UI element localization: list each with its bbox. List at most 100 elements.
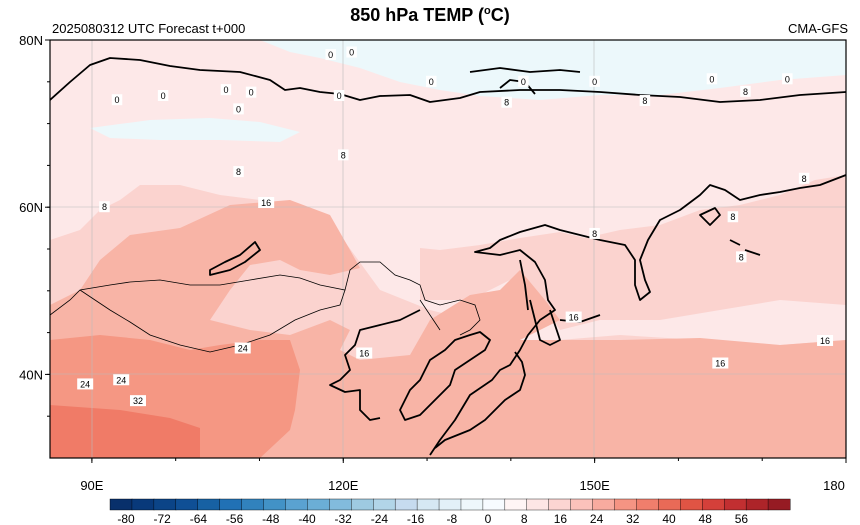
colorbar-swatch	[548, 498, 572, 511]
colorbar-swatch	[570, 498, 594, 511]
contour-label: 24	[234, 342, 251, 354]
contour-label: 8	[727, 211, 739, 223]
fill-band-0-8	[50, 40, 846, 345]
svg-text:0: 0	[521, 77, 526, 87]
colorbar-swatch	[329, 498, 352, 511]
colorbar-swatch	[241, 498, 265, 511]
contour-label: 8	[501, 96, 512, 108]
colorbar-swatch	[526, 498, 550, 511]
contour-label: 0	[425, 75, 437, 87]
contour-label: 0	[333, 90, 345, 102]
colorbar-label: -16	[407, 512, 425, 525]
colorbar-swatch	[175, 498, 199, 511]
contour-label: 16	[565, 311, 582, 323]
colorbar-swatch	[592, 498, 616, 511]
svg-text:0: 0	[161, 91, 166, 101]
colorbar-swatch	[460, 498, 484, 511]
contour-label: 0	[111, 94, 123, 106]
contour-label: 0	[233, 103, 244, 115]
colorbar-swatch	[153, 498, 177, 511]
contour-label: 16	[817, 334, 834, 346]
contour-label: 0	[589, 75, 600, 87]
colorbar-swatch	[438, 498, 462, 511]
contour-label: 8	[736, 251, 747, 263]
contour-label: 16	[258, 197, 275, 209]
colorbar-swatch	[219, 498, 243, 511]
svg-text:8: 8	[730, 212, 735, 222]
colorbar-swatch	[416, 498, 440, 511]
colorbar-swatch	[482, 498, 506, 511]
colorbar-swatch	[702, 498, 725, 511]
lon-tick-label: 90E	[80, 478, 103, 493]
colorbar-label: 40	[662, 512, 676, 525]
svg-text:8: 8	[743, 87, 748, 97]
colorbar-swatch	[307, 498, 330, 511]
contour-label: 8	[589, 227, 600, 239]
svg-text:8: 8	[592, 229, 597, 239]
model-label: CMA-GFS	[788, 21, 848, 36]
lon-tick-label: 150E	[579, 478, 610, 493]
svg-text:8: 8	[341, 150, 346, 160]
contour-label: 0	[346, 46, 357, 58]
colorbar-label: -80	[117, 512, 135, 525]
colorbar-label: 56	[735, 512, 749, 525]
colorbar-swatch	[504, 498, 528, 511]
latitude-axis: 80N 60N 40N	[19, 33, 50, 417]
svg-text:0: 0	[709, 74, 714, 84]
svg-text:16: 16	[715, 359, 725, 369]
svg-text:8: 8	[102, 202, 107, 212]
colorbar-swatch	[636, 498, 659, 511]
colorbar-swatch	[197, 498, 221, 511]
contour-label: 32	[129, 395, 146, 407]
longitude-axis: 90E 120E 150E 180	[80, 458, 847, 493]
contour-label: 8	[798, 172, 810, 184]
colorbar-swatch	[745, 498, 769, 511]
contour-label: 0	[220, 84, 232, 96]
colorbar-label: -8	[446, 512, 457, 525]
svg-text:0: 0	[115, 95, 120, 105]
contour-label: 8	[233, 166, 244, 178]
colorbar-label: 0	[485, 512, 492, 525]
svg-text:0: 0	[236, 104, 241, 114]
svg-text:0: 0	[785, 74, 790, 84]
colorbar-swatch	[351, 498, 374, 511]
svg-text:16: 16	[820, 336, 830, 346]
contour-label: 8	[740, 85, 751, 97]
svg-text:0: 0	[223, 85, 228, 95]
colorbar-swatch	[285, 498, 308, 511]
svg-text:8: 8	[236, 167, 241, 177]
lat-tick-label: 60N	[19, 200, 43, 215]
contour-label: 0	[157, 90, 169, 102]
contour-label: 8	[338, 149, 349, 161]
colorbar-swatch	[131, 498, 155, 511]
svg-text:24: 24	[116, 375, 126, 385]
colorbar-label: 32	[626, 512, 640, 525]
svg-text:8: 8	[642, 96, 647, 106]
colorbar-swatch	[109, 498, 133, 511]
lon-tick-label: 120E	[328, 478, 359, 493]
colorbar-label: -32	[335, 512, 353, 525]
lon-tick-label: 180	[823, 478, 845, 493]
contour-label: 0	[518, 75, 529, 87]
colorbar-label: 8	[521, 512, 528, 525]
svg-text:24: 24	[238, 343, 248, 353]
contour-label: 16	[712, 357, 729, 369]
svg-text:8: 8	[802, 174, 807, 184]
temperature-field	[50, 40, 846, 458]
colorbar-swatch	[263, 498, 286, 511]
svg-text:0: 0	[592, 77, 597, 87]
colorbar-swatch	[723, 498, 747, 511]
svg-text:0: 0	[349, 48, 354, 58]
svg-text:32: 32	[133, 396, 143, 406]
contour-label: 24	[113, 374, 130, 386]
svg-text:8: 8	[739, 252, 744, 262]
svg-text:0: 0	[249, 88, 254, 98]
contour-label: 8	[639, 95, 651, 107]
colorbar-swatch	[658, 498, 681, 511]
colorbar-label: -56	[226, 512, 244, 525]
country-borders	[50, 261, 481, 353]
fill-band-32-40	[50, 405, 200, 458]
contour-label: 24	[77, 378, 94, 390]
